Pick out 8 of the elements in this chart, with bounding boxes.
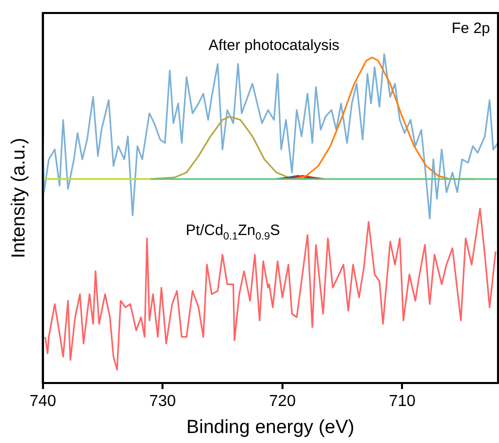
- x-tick-label: 730: [149, 393, 176, 410]
- x-tick-label: 740: [29, 393, 56, 410]
- x-tick-label: 720: [269, 393, 296, 410]
- y-axis-title: Intensity (a.u.): [8, 138, 30, 258]
- x-tick-label: 710: [388, 393, 416, 410]
- text: Fe 2p: [452, 20, 490, 37]
- x-axis-title: Binding energy (eV): [186, 416, 354, 438]
- series-label: After photocatalysis: [208, 37, 340, 54]
